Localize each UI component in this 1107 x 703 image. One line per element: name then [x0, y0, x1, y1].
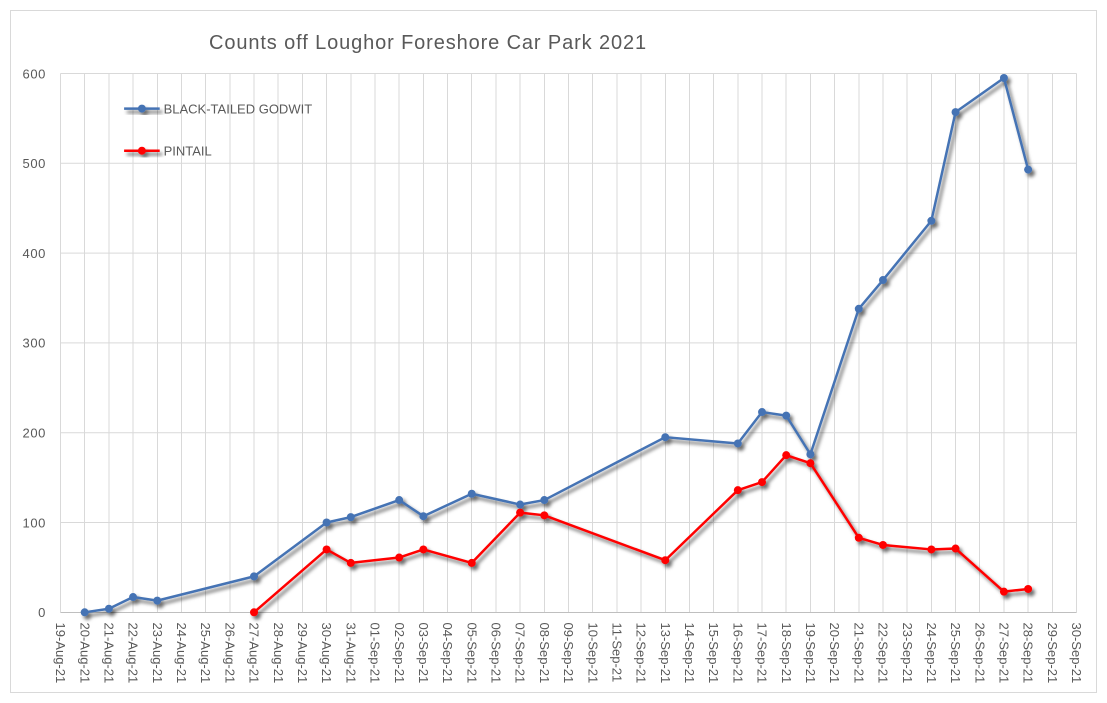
svg-text:30-Sep-21: 30-Sep-21 [1069, 623, 1084, 684]
svg-text:16-Sep-21: 16-Sep-21 [730, 623, 745, 684]
svg-text:12-Sep-21: 12-Sep-21 [634, 623, 649, 684]
svg-text:BLACK-TAILED GODWIT: BLACK-TAILED GODWIT [164, 101, 313, 116]
svg-text:500: 500 [23, 156, 47, 171]
svg-text:26-Sep-21: 26-Sep-21 [972, 623, 987, 684]
svg-text:200: 200 [23, 426, 47, 441]
svg-text:100: 100 [23, 515, 47, 530]
svg-text:23-Sep-21: 23-Sep-21 [900, 623, 915, 684]
svg-text:03-Sep-21: 03-Sep-21 [416, 623, 431, 684]
svg-text:29-Aug-21: 29-Aug-21 [295, 623, 310, 684]
svg-text:10-Sep-21: 10-Sep-21 [585, 623, 600, 684]
svg-text:27-Sep-21: 27-Sep-21 [997, 623, 1012, 684]
svg-text:19-Aug-21: 19-Aug-21 [53, 623, 68, 684]
svg-text:14-Sep-21: 14-Sep-21 [682, 623, 697, 684]
svg-text:300: 300 [23, 336, 47, 351]
svg-text:06-Sep-21: 06-Sep-21 [489, 623, 504, 684]
svg-text:30-Aug-21: 30-Aug-21 [319, 623, 334, 684]
svg-text:11-Sep-21: 11-Sep-21 [609, 623, 624, 683]
svg-text:13-Sep-21: 13-Sep-21 [658, 623, 673, 684]
svg-text:09-Sep-21: 09-Sep-21 [561, 623, 576, 684]
svg-text:24-Aug-21: 24-Aug-21 [174, 623, 189, 684]
svg-text:0: 0 [38, 605, 46, 620]
svg-text:28-Aug-21: 28-Aug-21 [271, 623, 286, 684]
svg-text:28-Sep-21: 28-Sep-21 [1021, 623, 1036, 684]
svg-text:21-Sep-21: 21-Sep-21 [851, 623, 866, 684]
svg-text:600: 600 [23, 66, 47, 81]
svg-text:08-Sep-21: 08-Sep-21 [537, 623, 552, 684]
svg-text:17-Sep-21: 17-Sep-21 [755, 623, 770, 684]
svg-text:27-Aug-21: 27-Aug-21 [247, 623, 262, 684]
svg-text:04-Sep-21: 04-Sep-21 [440, 623, 455, 684]
svg-text:Counts off Loughor Foreshore C: Counts off Loughor Foreshore Car Park 20… [209, 32, 647, 54]
svg-text:22-Aug-21: 22-Aug-21 [126, 623, 141, 684]
svg-text:15-Sep-21: 15-Sep-21 [706, 623, 721, 684]
svg-text:25-Aug-21: 25-Aug-21 [198, 623, 213, 684]
svg-text:PINTAIL: PINTAIL [164, 143, 212, 158]
svg-text:24-Sep-21: 24-Sep-21 [924, 623, 939, 684]
svg-text:21-Aug-21: 21-Aug-21 [101, 623, 116, 684]
svg-text:26-Aug-21: 26-Aug-21 [222, 623, 237, 684]
svg-text:20-Sep-21: 20-Sep-21 [827, 623, 842, 684]
svg-text:400: 400 [23, 246, 47, 261]
svg-text:05-Sep-21: 05-Sep-21 [464, 623, 479, 684]
svg-text:01-Sep-21: 01-Sep-21 [368, 623, 383, 684]
svg-text:22-Sep-21: 22-Sep-21 [876, 623, 891, 684]
svg-text:19-Sep-21: 19-Sep-21 [803, 623, 818, 684]
svg-text:07-Sep-21: 07-Sep-21 [513, 623, 528, 684]
svg-text:20-Aug-21: 20-Aug-21 [77, 623, 92, 684]
svg-text:18-Sep-21: 18-Sep-21 [779, 623, 794, 684]
svg-text:31-Aug-21: 31-Aug-21 [343, 623, 358, 684]
svg-text:25-Sep-21: 25-Sep-21 [948, 623, 963, 684]
svg-text:29-Sep-21: 29-Sep-21 [1045, 623, 1060, 684]
svg-text:23-Aug-21: 23-Aug-21 [150, 623, 165, 684]
svg-text:02-Sep-21: 02-Sep-21 [392, 623, 407, 684]
